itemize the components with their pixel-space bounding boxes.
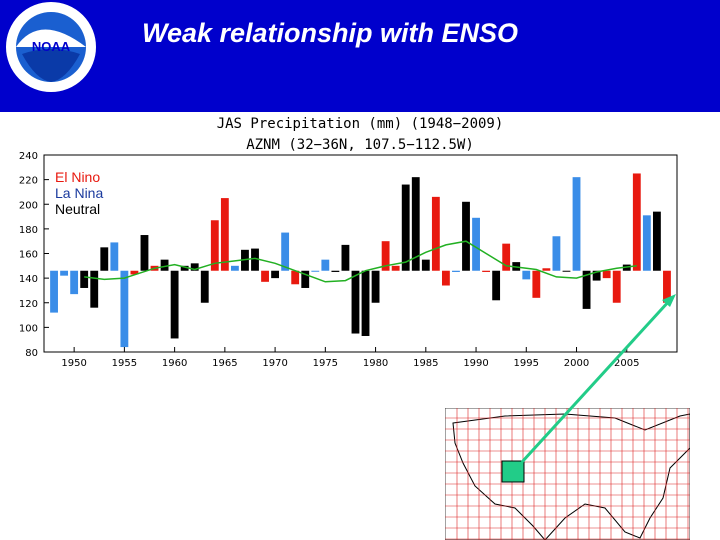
bar-1968: [251, 248, 259, 271]
bar-1980: [371, 270, 380, 303]
bar-1959: [160, 259, 169, 271]
y-tick-label: 160: [19, 250, 38, 261]
x-tick-label: 1995: [514, 358, 539, 369]
bar-1993: [502, 243, 511, 271]
x-tick-label: 1955: [112, 358, 137, 369]
x-tick-label: 2000: [564, 358, 589, 369]
x-tick-label: 1960: [162, 358, 187, 369]
bar-1961: [180, 265, 189, 271]
bar-1990: [472, 217, 480, 271]
bar-2000: [572, 177, 581, 271]
precipitation-chart: JAS Precipitation (mm) (1948−2009) AZNM (…: [19, 116, 678, 369]
y-tick-label: 140: [19, 274, 38, 285]
bar-1982: [391, 265, 400, 271]
bar-1969: [261, 270, 269, 282]
bar-1955: [120, 270, 129, 348]
smoothed-line: [84, 240, 637, 283]
bar-1987: [441, 270, 450, 286]
bar-1974: [311, 270, 320, 272]
x-tick-label: 1985: [413, 358, 438, 369]
legend-label-0: El Nino: [55, 169, 100, 185]
legend-label-1: La Nina: [55, 185, 103, 201]
y-tick-label: 120: [19, 299, 38, 310]
y-tick-label: 220: [19, 176, 38, 187]
x-tick-label: 1965: [212, 358, 237, 369]
bar-2002: [592, 270, 601, 281]
bar-1975: [321, 259, 330, 271]
noaa-logo: NOAA: [4, 0, 98, 94]
bar-1979: [361, 270, 370, 336]
noaa-logo-text: NOAA: [32, 39, 71, 54]
chart-title: JAS Precipitation (mm) (1948−2009): [217, 116, 504, 132]
bar-1953: [100, 247, 109, 271]
bar-1965: [220, 198, 229, 271]
bar-1964: [210, 220, 219, 271]
bar-1988: [452, 270, 460, 272]
x-tick-label: 1990: [463, 358, 488, 369]
bar-1989: [462, 201, 470, 271]
bar-1972: [291, 270, 300, 285]
bar-1999: [562, 270, 571, 272]
bar-2007: [642, 215, 651, 271]
bar-2006: [632, 173, 641, 271]
bar-1976: [331, 270, 340, 272]
bar-1951: [80, 270, 89, 288]
bar-1991: [482, 270, 491, 272]
bar-1966: [230, 265, 239, 271]
title-banner: [0, 0, 720, 112]
bar-1949: [60, 270, 69, 276]
bar-1957: [140, 235, 149, 271]
bar-1950: [70, 270, 79, 295]
bar-1983: [401, 184, 410, 271]
bar-1956: [130, 270, 139, 275]
bar-1977: [341, 244, 350, 271]
bar-1970: [271, 270, 280, 279]
region-highlight: [501, 460, 525, 483]
chart-subtitle: AZNM (32−36N, 107.5−112.5W): [246, 137, 474, 153]
bar-1971: [281, 232, 290, 271]
bar-1981: [381, 241, 390, 271]
bar-1985: [421, 259, 430, 271]
bar-1995: [522, 270, 531, 280]
bar-1992: [492, 270, 501, 301]
bar-1996: [532, 270, 541, 298]
bar-1948: [50, 270, 58, 313]
bar-1952: [90, 270, 99, 308]
y-tick-label: 80: [25, 348, 38, 359]
bar-1997: [542, 268, 551, 271]
y-tick-label: 100: [19, 323, 38, 334]
bar-1963: [200, 270, 209, 303]
legend-label-2: Neutral: [55, 201, 100, 217]
bar-2008: [652, 211, 661, 271]
y-tick-label: 180: [19, 225, 38, 236]
bar-2001: [582, 270, 591, 309]
slide-title: Weak relationship with ENSO: [141, 18, 519, 48]
x-tick-label: 1980: [363, 358, 388, 369]
bar-1984: [411, 177, 420, 271]
plot-frame: [43, 154, 678, 353]
bar-1960: [170, 270, 179, 339]
bar-2009: [663, 270, 671, 303]
bar-1978: [351, 270, 360, 334]
bar-1986: [431, 196, 440, 271]
bar-2004: [612, 270, 621, 303]
bar-1973: [301, 270, 310, 288]
x-tick-label: 1975: [313, 358, 338, 369]
bar-1954: [110, 242, 119, 271]
bar-1998: [552, 236, 561, 271]
y-tick-label: 200: [19, 200, 38, 211]
x-tick-label: 2005: [614, 358, 639, 369]
bar-1962: [190, 263, 199, 271]
x-tick-label: 1950: [61, 358, 86, 369]
x-tick-label: 1970: [262, 358, 287, 369]
y-tick-label: 240: [19, 151, 38, 162]
us-map-inset: [445, 408, 690, 540]
bar-2003: [602, 270, 611, 279]
